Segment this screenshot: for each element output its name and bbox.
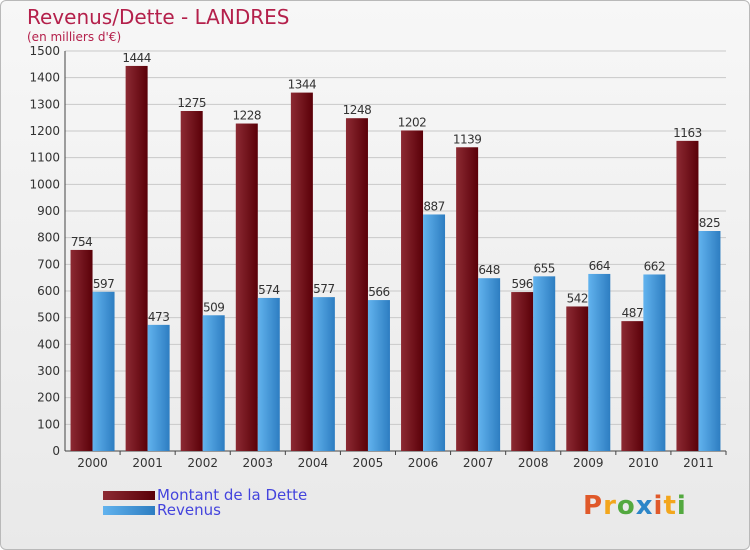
- data-label-dette: 1444: [122, 51, 151, 65]
- logo-letter: i: [676, 491, 687, 521]
- data-label-revenus: 664: [589, 259, 610, 273]
- legend-swatch-revenus: [103, 505, 155, 515]
- x-tick-label: 2003: [243, 456, 274, 470]
- bar-dette: [456, 147, 479, 451]
- y-tick-label: 300: [37, 364, 60, 378]
- logo-letter: t: [663, 491, 677, 521]
- y-tick-label: 500: [37, 311, 60, 325]
- legend-item-dette: Montant de la Dette: [103, 486, 308, 504]
- data-label-revenus: 597: [93, 277, 114, 291]
- bar-dette: [511, 292, 534, 451]
- bar-dette: [566, 306, 589, 451]
- y-tick-label: 800: [37, 231, 60, 245]
- bar-dette: [70, 249, 93, 451]
- data-label-dette: 1248: [343, 103, 372, 117]
- logo-letter: x: [635, 491, 654, 521]
- data-label-dette: 596: [512, 277, 533, 291]
- y-tick-label: 600: [37, 284, 60, 298]
- chart-subtitle: (en milliers d'€): [27, 30, 122, 44]
- legend-swatch-dette: [103, 490, 155, 500]
- data-label-dette: 1228: [233, 109, 262, 123]
- bar-dette: [676, 140, 699, 451]
- data-label-revenus: 473: [148, 310, 169, 324]
- data-label-revenus: 566: [368, 285, 389, 299]
- data-label-revenus: 662: [644, 259, 665, 273]
- data-label-dette: 1344: [288, 78, 317, 92]
- x-tick-label: 2000: [77, 456, 108, 470]
- data-label-revenus: 887: [423, 199, 444, 213]
- bar-revenus: [312, 297, 335, 451]
- bar-revenus: [698, 231, 721, 451]
- legend-label-revenus: Revenus: [157, 501, 221, 519]
- bar-revenus: [202, 315, 225, 451]
- bar-revenus: [533, 276, 556, 451]
- y-tick-label: 1000: [29, 177, 60, 191]
- x-tick-label: 2001: [132, 456, 163, 470]
- x-tick-label: 2002: [187, 456, 218, 470]
- bar-dette: [235, 123, 258, 452]
- x-tick-label: 2005: [353, 456, 384, 470]
- bar-dette: [621, 321, 644, 451]
- bar-revenus: [643, 274, 666, 451]
- y-tick-label: 1400: [29, 71, 60, 85]
- legend-item-revenus: Revenus: [103, 501, 221, 519]
- data-label-dette: 1163: [673, 126, 702, 140]
- y-tick-label: 100: [37, 417, 60, 431]
- chart-title: Revenus/Dette - LANDRES: [27, 5, 290, 29]
- bar-dette: [345, 118, 368, 451]
- y-tick-label: 1300: [29, 97, 60, 111]
- x-tick-label: 2008: [518, 456, 549, 470]
- data-label-revenus: 574: [258, 283, 279, 297]
- data-label-dette: 754: [71, 235, 92, 249]
- x-tick-label: 2004: [298, 456, 329, 470]
- bar-dette: [180, 111, 203, 451]
- bar-revenus: [588, 273, 611, 451]
- logo-letter: P: [583, 491, 604, 521]
- data-label-dette: 1139: [453, 132, 482, 146]
- bar-dette: [290, 92, 313, 451]
- y-tick-label: 1200: [29, 124, 60, 138]
- bar-revenus: [92, 291, 115, 451]
- x-tick-label: 2009: [573, 456, 604, 470]
- y-tick-label: 0: [52, 444, 60, 458]
- data-label-revenus: 648: [478, 263, 499, 277]
- data-label-revenus: 655: [534, 261, 555, 275]
- legend-label-dette: Montant de la Dette: [157, 486, 308, 504]
- bar-revenus: [257, 297, 280, 451]
- bar-revenus: [423, 214, 446, 451]
- logo-letter: r: [603, 491, 617, 521]
- proxiti-logo: Proxiti: [583, 491, 687, 521]
- y-tick-label: 1100: [29, 151, 60, 165]
- bar-dette: [401, 130, 424, 451]
- bar-dette: [125, 65, 148, 451]
- data-label-dette: 1202: [398, 115, 427, 129]
- bar-revenus: [478, 278, 501, 451]
- bar-revenus: [147, 324, 170, 451]
- y-tick-label: 200: [37, 391, 60, 405]
- x-tick-label: 2006: [408, 456, 439, 470]
- x-tick-label: 2011: [683, 456, 714, 470]
- y-tick-label: 900: [37, 204, 60, 218]
- data-label-revenus: 509: [203, 300, 224, 314]
- bar-revenus: [367, 300, 390, 451]
- y-tick-label: 1500: [29, 44, 60, 58]
- data-label-dette: 487: [622, 306, 643, 320]
- data-label-revenus: 577: [313, 282, 334, 296]
- x-tick-label: 2007: [463, 456, 494, 470]
- data-label-dette: 542: [567, 291, 588, 305]
- logo-letter: o: [616, 491, 636, 521]
- y-tick-label: 400: [37, 337, 60, 351]
- logo-letter: i: [653, 491, 664, 521]
- x-tick-label: 2010: [628, 456, 659, 470]
- y-tick-label: 700: [37, 257, 60, 271]
- data-label-dette: 1275: [177, 96, 206, 110]
- data-label-revenus: 825: [699, 216, 720, 230]
